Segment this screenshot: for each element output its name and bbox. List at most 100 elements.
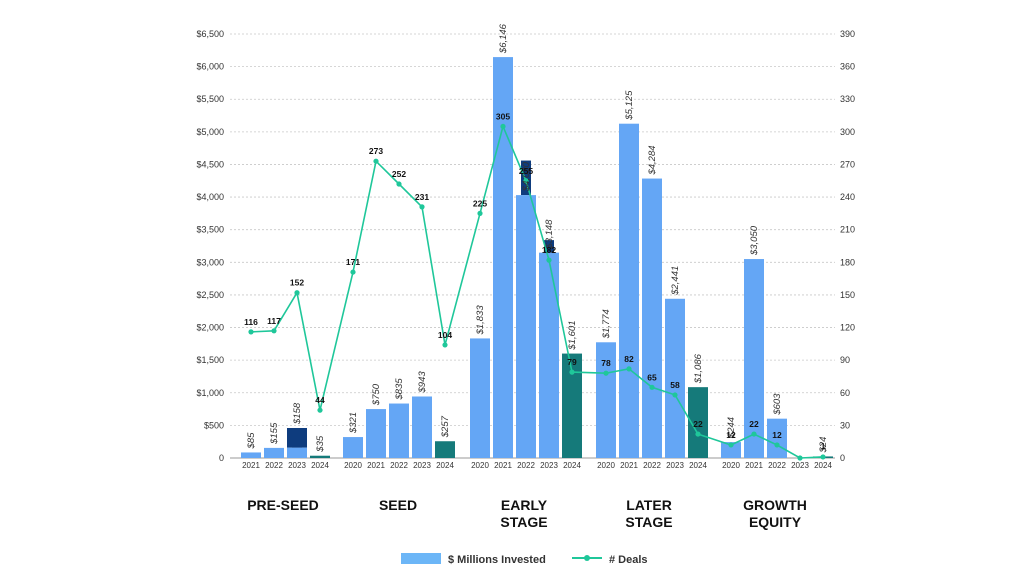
bar-value-label: $3,148 — [544, 219, 555, 250]
year-label: 2024 — [689, 461, 707, 470]
year-label: 2022 — [517, 461, 535, 470]
legend-bar-swatch — [401, 553, 441, 564]
year-label: 2021 — [494, 461, 512, 470]
stage-label: STAGE — [625, 514, 672, 530]
deals-value-label: 225 — [473, 198, 487, 208]
year-label: 2024 — [436, 461, 454, 470]
labels: 2021 $85 2022 $155 2023 $158 2024 $35 PRE-SEED 20… — [242, 23, 832, 530]
deals-value-label: 22 — [749, 419, 759, 429]
deals-value-label: 104 — [438, 330, 452, 340]
year-label: 2023 — [666, 461, 684, 470]
y-right-tick-label: 60 — [840, 388, 850, 398]
deals-point — [546, 257, 552, 263]
bar — [619, 123, 639, 458]
bar-value-label: $1,833 — [475, 305, 486, 336]
y-right-tick-label: 120 — [840, 323, 855, 333]
bar-value-label: $2,441 — [670, 266, 681, 296]
deals-value-label: 117 — [267, 316, 281, 326]
deals-value-label: 79 — [567, 357, 577, 367]
bar-value-label: $6,146 — [498, 23, 509, 54]
bar — [516, 195, 536, 458]
y-right-tick-label: 30 — [840, 420, 850, 430]
bar-value-label: $3,050 — [749, 225, 760, 256]
deals-point — [373, 158, 379, 164]
year-label: 2023 — [288, 461, 306, 470]
bar-value-label: $4,284 — [647, 145, 658, 175]
bar-value-label: $4,030 — [521, 161, 532, 192]
stage-label: LATER — [626, 497, 672, 513]
y-left-tick-label: $500 — [204, 420, 224, 430]
deals-line-path — [250, 123, 824, 459]
deals-value-label: 12 — [726, 430, 736, 440]
y-right-tick-label: 390 — [840, 29, 855, 39]
bar — [412, 396, 432, 458]
y-right-tick-label: 300 — [840, 127, 855, 137]
year-label: 2023 — [791, 461, 809, 470]
deals-point — [695, 431, 701, 437]
y-right-tick-label: 360 — [840, 62, 855, 72]
year-label: 2020 — [344, 461, 362, 470]
bar-value-label: $257 — [440, 415, 451, 438]
deals-point — [728, 442, 734, 448]
deals-value-label: 1 — [821, 441, 826, 451]
year-label: 2022 — [643, 461, 661, 470]
deals-point — [248, 329, 254, 335]
bar-value-label: $1,774 — [601, 309, 612, 339]
bar-value-label: $35 — [315, 435, 326, 453]
y-left-tick-label: $1,500 — [196, 355, 224, 365]
stage-label: STAGE — [500, 514, 547, 530]
y-left-tick-label: 0 — [219, 453, 224, 463]
deals-point — [626, 366, 632, 372]
year-label: 2022 — [390, 461, 408, 470]
deals-value-label: 252 — [392, 169, 406, 179]
deals-point — [797, 455, 803, 461]
deals-point — [271, 328, 277, 334]
bar — [241, 452, 261, 458]
deals-value-label: 22 — [693, 419, 703, 429]
deals-point — [672, 392, 678, 398]
grid-lines — [230, 33, 835, 459]
bar-value-label: $244 — [726, 417, 737, 439]
year-label: 2021 — [367, 461, 385, 470]
year-label: 2022 — [768, 461, 786, 470]
deals-value-label: 78 — [601, 358, 611, 368]
legend-bar-label: $ Millions Invested — [448, 554, 546, 566]
bar-value-label: $321 — [348, 412, 359, 434]
y-right-tick-label: 330 — [840, 94, 855, 104]
deals-point — [350, 269, 356, 275]
bar-value-label: $155 — [269, 422, 280, 445]
deals-point — [569, 369, 575, 375]
deals-value-label: 255 — [519, 166, 533, 176]
stage-label: EQUITY — [749, 514, 802, 530]
deals-value-label: 182 — [542, 245, 556, 255]
bar — [343, 437, 363, 458]
year-label: 2021 — [745, 461, 763, 470]
deals-point — [500, 123, 506, 130]
y-right-tick-label: 240 — [840, 192, 855, 202]
year-label: 2021 — [242, 461, 260, 470]
year-label: 2020 — [597, 461, 615, 470]
bar-cap — [544, 240, 554, 253]
year-label: 2021 — [620, 461, 638, 470]
bar-cap — [287, 427, 307, 448]
bar-value-label: $943 — [417, 371, 428, 394]
deals-value-label: 305 — [496, 111, 510, 121]
deals-value-label: 171 — [346, 257, 360, 267]
deals-point — [294, 290, 300, 296]
bar — [470, 338, 490, 458]
bar-value-label: $835 — [394, 378, 405, 401]
stage-label: EARLY — [501, 497, 548, 513]
bar — [665, 298, 685, 458]
year-label: 2024 — [563, 461, 581, 470]
year-label: 2024 — [814, 461, 832, 470]
year-label: 2020 — [471, 461, 489, 470]
deals-point — [317, 407, 323, 413]
y-right-tick-label: 0 — [840, 453, 845, 463]
y-left-tick-label: $4,000 — [196, 192, 224, 202]
y-left-tick-label: $3,000 — [196, 257, 224, 267]
deals-value-label: 44 — [315, 395, 325, 405]
y-left-tick-label: $2,500 — [196, 290, 224, 300]
y-right-tick-label: 210 — [840, 225, 855, 235]
deals-point — [442, 342, 448, 348]
year-label: 2024 — [311, 461, 329, 470]
